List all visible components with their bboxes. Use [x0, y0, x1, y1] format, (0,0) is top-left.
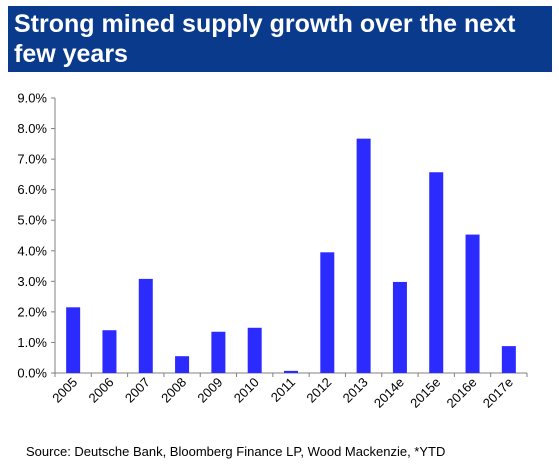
x-tick-label: 2008 [158, 375, 189, 406]
y-tick-label: 1.0% [17, 335, 47, 350]
x-tick-label: 2010 [231, 375, 262, 406]
bar-2006 [102, 330, 117, 373]
x-tick-label: 2009 [194, 375, 225, 406]
bar-2008 [175, 356, 190, 373]
y-tick-label: 5.0% [17, 213, 47, 228]
y-tick-label: 9.0% [17, 91, 47, 106]
bar-2009 [211, 331, 226, 373]
x-tick-label: 2007 [122, 375, 153, 406]
y-tick-label: 2.0% [17, 304, 47, 319]
x-tick-label: 2015e [407, 375, 443, 411]
y-tick-label: 4.0% [17, 243, 47, 258]
bar-2011 [284, 370, 298, 373]
x-tick-label: 2014e [371, 375, 407, 411]
x-tick-label: 2005 [49, 375, 80, 406]
y-tick-label: 3.0% [17, 274, 47, 289]
title-banner: Strong mined supply growth over the next… [8, 6, 552, 72]
x-tick-label: 2013 [340, 375, 371, 406]
x-tick-label: 2011 [268, 375, 298, 405]
bar-2016e [465, 234, 480, 373]
bar-2013 [356, 138, 371, 373]
bar-2017e [501, 346, 516, 373]
bar-2005 [66, 307, 81, 373]
x-tick-label: 2006 [86, 375, 117, 406]
bar-2007 [138, 278, 153, 373]
x-tick-label: 2016e [443, 375, 479, 411]
bar-2010 [247, 327, 262, 373]
x-tick-label: 2017e [480, 375, 516, 411]
y-tick-label: 0.0% [17, 366, 47, 381]
source-note: Source: Deutsche Bank, Bloomberg Finance… [26, 444, 446, 459]
bar-2012 [320, 252, 335, 373]
bar-2015e [429, 172, 444, 373]
bar-2014e [392, 281, 407, 373]
y-tick-label: 8.0% [17, 121, 47, 136]
y-tick-label: 6.0% [17, 182, 47, 197]
x-tick-label: 2012 [303, 375, 334, 406]
y-tick-label: 7.0% [17, 152, 47, 167]
chart-title: Strong mined supply growth over the next… [14, 10, 516, 68]
